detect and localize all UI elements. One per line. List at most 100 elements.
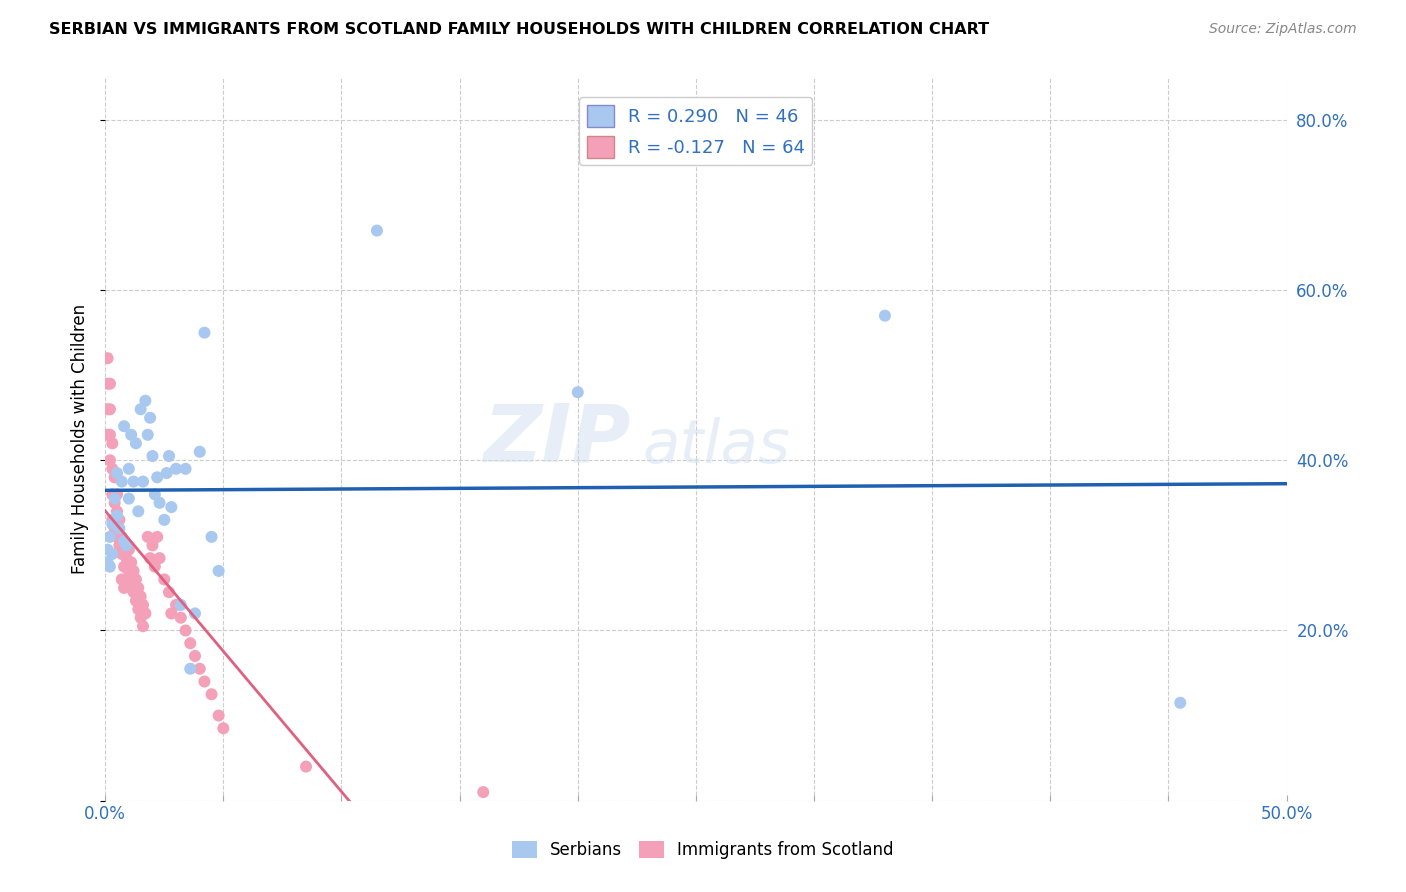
Point (108, 513, 131, 527)
Point (153, 513, 176, 527)
Point (98, 427, 121, 442)
Point (118, 564, 141, 578)
Point (118, 542, 141, 557)
Point (170, 610, 193, 624)
Point (132, 598, 155, 612)
Legend: R = 0.290   N = 46, R = -0.127   N = 64: R = 0.290 N = 46, R = -0.127 N = 64 (579, 97, 813, 165)
Point (120, 427, 142, 442)
Point (111, 547, 134, 561)
Point (153, 573, 176, 587)
Point (104, 496, 127, 510)
Point (111, 530, 134, 544)
Point (122, 585, 145, 599)
Point (115, 573, 138, 587)
Point (295, 759, 318, 773)
Text: SERBIAN VS IMMIGRANTS FROM SCOTLAND FAMILY HOUSEHOLDS WITH CHILDREN CORRELATION : SERBIAN VS IMMIGRANTS FROM SCOTLAND FAMI… (49, 22, 990, 37)
Point (122, 564, 145, 578)
Point (127, 581, 149, 595)
Point (148, 496, 170, 510)
Point (129, 402, 152, 417)
Point (174, 624, 197, 638)
Point (104, 521, 127, 535)
Text: atlas: atlas (643, 417, 790, 475)
Point (132, 475, 155, 489)
Point (212, 721, 235, 735)
Point (139, 551, 162, 566)
Point (105, 466, 128, 480)
Point (112, 419, 135, 434)
Point (101, 513, 124, 527)
Point (873, 309, 896, 323)
Point (165, 462, 187, 476)
Point (366, 224, 388, 238)
Point (146, 470, 169, 484)
Point (101, 436, 124, 450)
Point (141, 538, 163, 552)
Y-axis label: Family Households with Children: Family Households with Children (72, 304, 89, 574)
Point (141, 449, 163, 463)
Point (127, 504, 149, 518)
Point (97, 376, 120, 391)
Point (120, 576, 142, 591)
Point (108, 521, 131, 535)
Point (112, 534, 135, 549)
Point (129, 590, 152, 604)
Point (134, 607, 156, 621)
Point (97, 351, 120, 366)
Point (179, 636, 201, 650)
Text: Source: ZipAtlas.com: Source: ZipAtlas.com (1209, 22, 1357, 37)
Point (567, 385, 589, 400)
Point (174, 462, 197, 476)
Point (472, 785, 495, 799)
Point (98, 530, 121, 544)
Point (200, 530, 222, 544)
Point (105, 530, 128, 544)
Point (125, 436, 148, 450)
Point (170, 598, 193, 612)
Point (143, 487, 166, 501)
Point (105, 504, 128, 518)
Point (112, 559, 135, 574)
Point (148, 551, 170, 566)
Point (157, 585, 180, 599)
Point (112, 538, 135, 552)
Point (165, 598, 187, 612)
Point (122, 475, 145, 489)
Point (193, 674, 215, 689)
Point (108, 538, 131, 552)
Point (112, 581, 135, 595)
Point (98, 402, 121, 417)
Point (157, 449, 180, 463)
Point (136, 530, 159, 544)
Point (134, 393, 156, 408)
Point (193, 326, 215, 340)
Point (105, 487, 128, 501)
Point (101, 547, 124, 561)
Point (111, 475, 134, 489)
Point (200, 687, 222, 701)
Point (143, 559, 166, 574)
Point (111, 573, 134, 587)
Text: ZIP: ZIP (484, 400, 631, 478)
Point (98, 559, 121, 574)
Point (1168, 696, 1191, 710)
Point (125, 593, 148, 607)
Point (115, 551, 138, 566)
Point (139, 410, 162, 425)
Point (97, 542, 120, 557)
Point (207, 708, 229, 723)
Point (129, 610, 152, 624)
Point (127, 602, 149, 616)
Point (188, 444, 211, 458)
Point (184, 607, 207, 621)
Point (98, 376, 121, 391)
Point (97, 402, 120, 417)
Point (101, 462, 124, 476)
Point (125, 573, 148, 587)
Point (160, 500, 183, 514)
Point (97, 427, 120, 442)
Point (136, 427, 159, 442)
Point (118, 462, 141, 476)
Point (120, 555, 142, 569)
Point (105, 508, 128, 523)
